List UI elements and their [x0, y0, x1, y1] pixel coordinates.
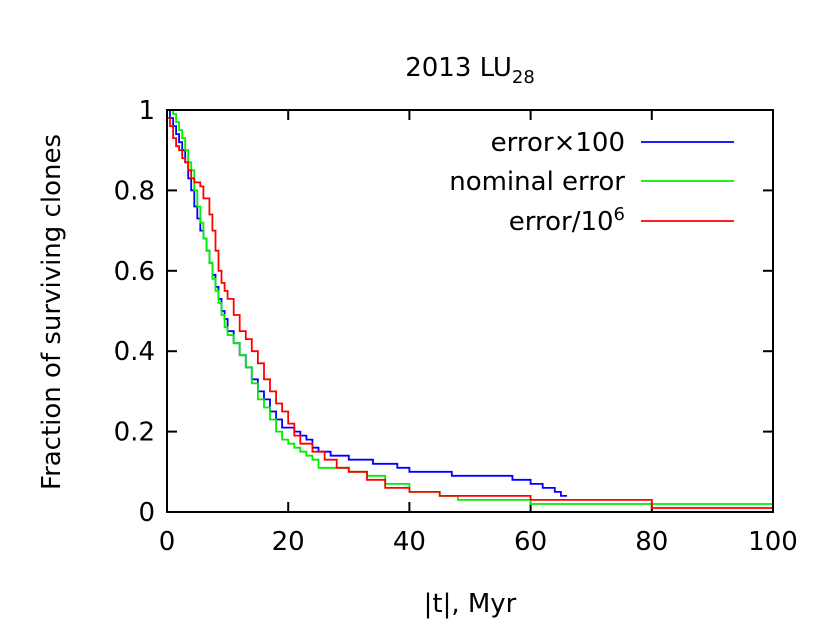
- x-tick-label: 40: [393, 527, 426, 557]
- legend: error×100 nominal error error/106: [449, 128, 734, 237]
- y-tick-labels: 0 0.2 0.4 0.6 0.8 1: [114, 96, 155, 528]
- y-tick-label: 0.6: [114, 257, 155, 287]
- y-tick-label: 0.8: [114, 176, 155, 206]
- x-tick-label: 80: [635, 527, 668, 557]
- y-tick-label: 0.4: [114, 337, 155, 367]
- plot-frame: [166, 109, 774, 513]
- legend-label: error×100: [491, 128, 625, 158]
- chart-title-main: 2013 LU: [405, 53, 512, 83]
- x-tick-label: 100: [748, 527, 798, 557]
- legend-label: error/106: [509, 204, 625, 237]
- legend-label: nominal error: [449, 167, 625, 197]
- series-line: [167, 109, 567, 497]
- x-tick-label: 20: [272, 527, 305, 557]
- x-tick-labels: 0 20 40 60 80 100: [159, 527, 798, 557]
- y-tick-label: 0: [138, 498, 155, 528]
- series-line: [167, 117, 773, 509]
- y-tick-label: 0.2: [114, 418, 155, 448]
- y-tick-label: 1: [138, 96, 155, 126]
- x-tick-label: 60: [514, 527, 547, 557]
- data-series: [167, 109, 773, 509]
- x-tick-label: 0: [159, 527, 176, 557]
- x-axis-label: |t|, Myr: [424, 589, 517, 619]
- y-axis-label: Fraction of surviving clones: [37, 134, 67, 490]
- chart-title: 2013 LU28: [405, 53, 535, 88]
- chart-title-subscript: 28: [512, 67, 535, 88]
